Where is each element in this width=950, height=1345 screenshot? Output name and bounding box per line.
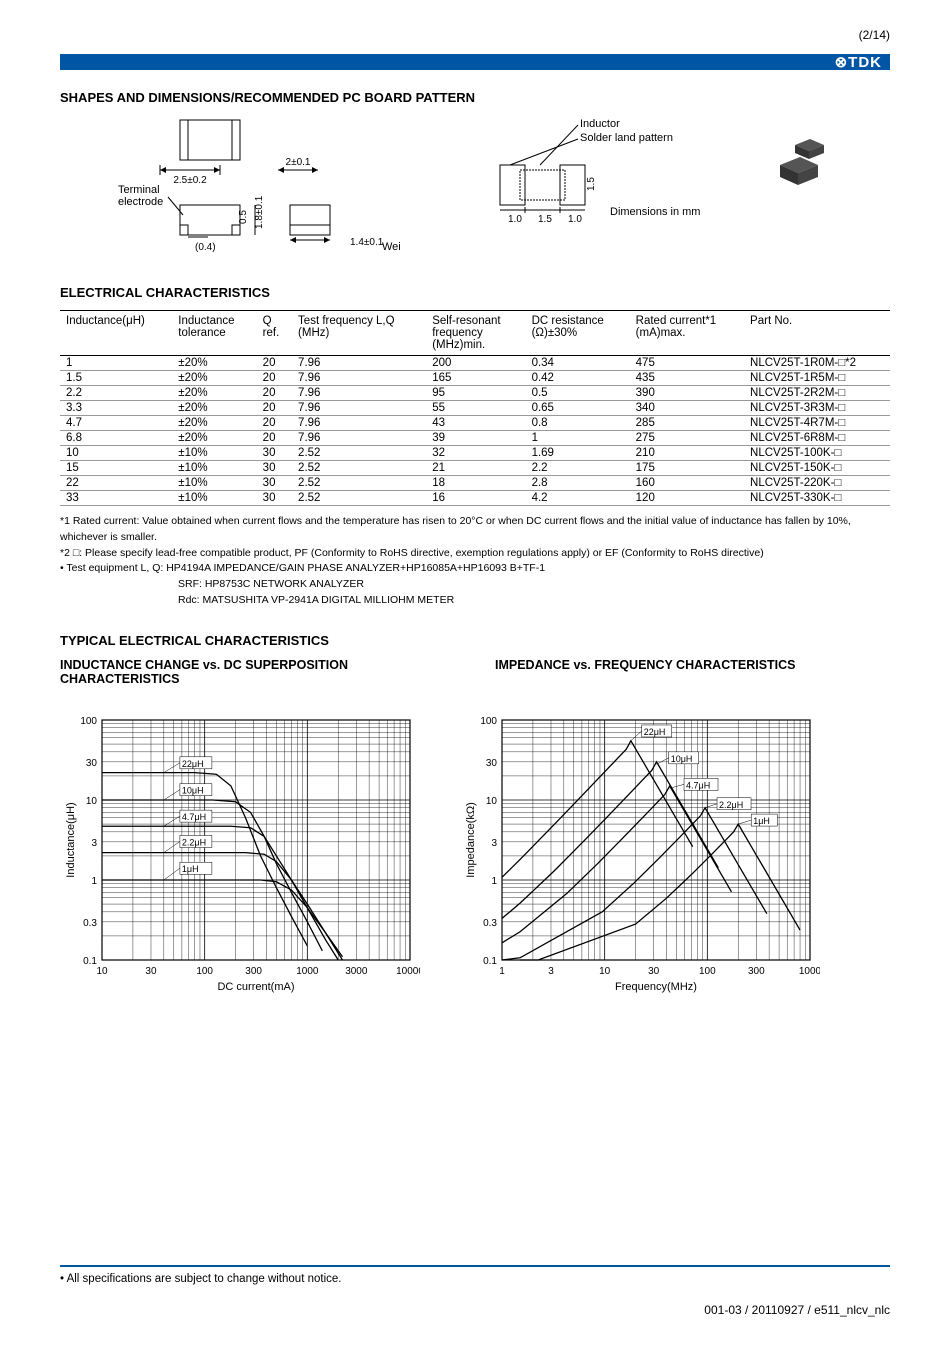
svg-text:1μH: 1μH [753, 816, 770, 826]
elec-col-0: Inductance(μH) [60, 311, 172, 356]
elec-col-4: Self-resonantfrequency(MHz)min. [426, 311, 525, 356]
elec-col-3: Test frequency L,Q(MHz) [292, 311, 426, 356]
shapes-section-title: SHAPES AND DIMENSIONS/RECOMMENDED PC BOA… [60, 90, 890, 105]
pcb-c: 1.0 [568, 214, 582, 225]
pcb-pattern: Inductor Solder land pattern 1.0 1.5 1.0… [490, 115, 710, 235]
table-row: 6.8±20%207.96391275NLCV25T-6R8M-□ [60, 431, 890, 446]
svg-text:1: 1 [491, 876, 497, 887]
pcb-b: 1.5 [538, 214, 552, 225]
impedance-chart: 13103010030010000.10.3131030100Frequency… [460, 710, 820, 1000]
svg-text:3: 3 [548, 966, 554, 977]
svg-text:4.7μH: 4.7μH [686, 780, 710, 790]
svg-text:30: 30 [145, 966, 157, 977]
svg-text:Frequency(MHz): Frequency(MHz) [615, 981, 697, 993]
svg-text:0.3: 0.3 [83, 917, 97, 928]
table-row: 33±10%302.52164.2120NLCV25T-330K-□ [60, 491, 890, 506]
doc-code: 001-03 / 20110927 / e511_nlcv_nlc [704, 1303, 890, 1317]
dim-l: 2±0.1 [286, 157, 311, 168]
svg-text:300: 300 [245, 966, 262, 977]
chart2-title: IMPEDANCE vs. FREQUENCY CHARACTERISTICS [495, 658, 890, 686]
dim-t3: 1.8±0.1 [254, 195, 265, 229]
dim-w: 2.5±0.2 [173, 175, 207, 186]
svg-text:1: 1 [499, 966, 505, 977]
pcb-a: 1.0 [508, 214, 522, 225]
svg-text:0.3: 0.3 [483, 917, 497, 928]
svg-text:30: 30 [86, 757, 98, 768]
svg-text:1000: 1000 [296, 966, 319, 977]
svg-text:10μH: 10μH [182, 785, 204, 795]
solder-label: Solder land pattern [580, 132, 673, 144]
svg-text:22μH: 22μH [182, 758, 204, 768]
svg-text:10: 10 [486, 796, 498, 807]
svg-text:1000: 1000 [799, 966, 820, 977]
inductance-chart: 10 30 100 300 1000 3000 10000 0.1 0.3 1 3 10 30 100 DC… [60, 710, 420, 1000]
electrode-label: electrode [118, 196, 163, 208]
svg-text:10: 10 [86, 796, 98, 807]
table-row: 1±20%207.962000.34475NLCV25T-1R0M-□*2 [60, 356, 890, 371]
pcb-h: 1.5 [586, 177, 597, 191]
svg-text:300: 300 [748, 966, 765, 977]
typical-section-title: TYPICAL ELECTRICAL CHARACTERISTICS [60, 633, 890, 648]
table-row: 22±10%302.52182.8160NLCV25T-220K-□ [60, 476, 890, 491]
svg-text:30: 30 [648, 966, 660, 977]
component-image [740, 115, 830, 205]
elec-notes: *1 Rated current: Value obtained when cu… [60, 514, 890, 609]
svg-text:3: 3 [491, 837, 497, 848]
svg-text:30: 30 [486, 757, 498, 768]
dim-t4: 1.4±0.1 [350, 237, 384, 248]
elec-section-title: ELECTRICAL CHARACTERISTICS [60, 285, 890, 300]
svg-text:Inductance(μH): Inductance(μH) [65, 802, 77, 877]
weight-label: Weight:25mg [382, 241, 400, 253]
svg-text:1μH: 1μH [182, 864, 199, 874]
disclaimer: • All specifications are subject to chan… [60, 1265, 890, 1285]
svg-text:0.1: 0.1 [483, 956, 497, 967]
table-row: 3.3±20%207.96550.65340NLCV25T-3R3M-□ [60, 401, 890, 416]
svg-text:0.1: 0.1 [83, 956, 97, 967]
mechanical-drawing: 2.5±0.2 Terminal electrode (0.4) 0.5 1.8… [60, 115, 400, 255]
svg-text:DC current(mA): DC current(mA) [217, 981, 294, 993]
svg-text:10000: 10000 [396, 966, 420, 977]
header-bar: ⊗TDK [60, 54, 890, 70]
svg-text:3000: 3000 [345, 966, 368, 977]
table-row: 10±10%302.52321.69210NLCV25T-100K-□ [60, 446, 890, 461]
dim-t2: 0.5 [238, 210, 249, 224]
tdk-logo: ⊗TDK [835, 53, 882, 71]
elec-table: Inductance(μH)InductancetoleranceQref.Te… [60, 310, 890, 506]
svg-text:3: 3 [91, 837, 97, 848]
elec-col-2: Qref. [257, 311, 292, 356]
svg-text:2.2μH: 2.2μH [719, 799, 743, 809]
table-row: 1.5±20%207.961650.42435NLCV25T-1R5M-□ [60, 371, 890, 386]
dim-t1: (0.4) [195, 242, 216, 253]
svg-text:1: 1 [91, 876, 97, 887]
table-row: 2.2±20%207.96950.5390NLCV25T-2R2M-□ [60, 386, 890, 401]
elec-col-7: Part No. [744, 311, 890, 356]
elec-col-6: Rated current*1(mA)max. [630, 311, 744, 356]
svg-text:10μH: 10μH [671, 753, 693, 763]
page-number: (2/14) [859, 28, 890, 42]
table-row: 4.7±20%207.96430.8285NLCV25T-4R7M-□ [60, 416, 890, 431]
svg-text:100: 100 [80, 716, 97, 727]
svg-text:100: 100 [196, 966, 213, 977]
chart1-title: INDUCTANCE CHANGE vs. DC SUPERPOSITION C… [60, 658, 455, 686]
svg-text:10: 10 [599, 966, 611, 977]
svg-text:2.2μH: 2.2μH [182, 837, 206, 847]
elec-col-5: DC resistance(Ω)±30% [526, 311, 630, 356]
svg-text:22μH: 22μH [644, 726, 666, 736]
svg-text:4.7μH: 4.7μH [182, 812, 206, 822]
svg-text:Impedance(kΩ): Impedance(kΩ) [465, 802, 477, 877]
elec-col-1: Inductancetolerance [172, 311, 256, 356]
shapes-row: 2.5±0.2 Terminal electrode (0.4) 0.5 1.8… [60, 115, 890, 255]
unit-label: Dimensions in mm [610, 206, 700, 218]
table-row: 15±10%302.52212.2175NLCV25T-150K-□ [60, 461, 890, 476]
svg-text:100: 100 [480, 716, 497, 727]
terminal-label: Terminal [118, 184, 160, 196]
svg-text:100: 100 [699, 966, 716, 977]
svg-text:10: 10 [96, 966, 108, 977]
inductor-label: Inductor [580, 118, 620, 130]
